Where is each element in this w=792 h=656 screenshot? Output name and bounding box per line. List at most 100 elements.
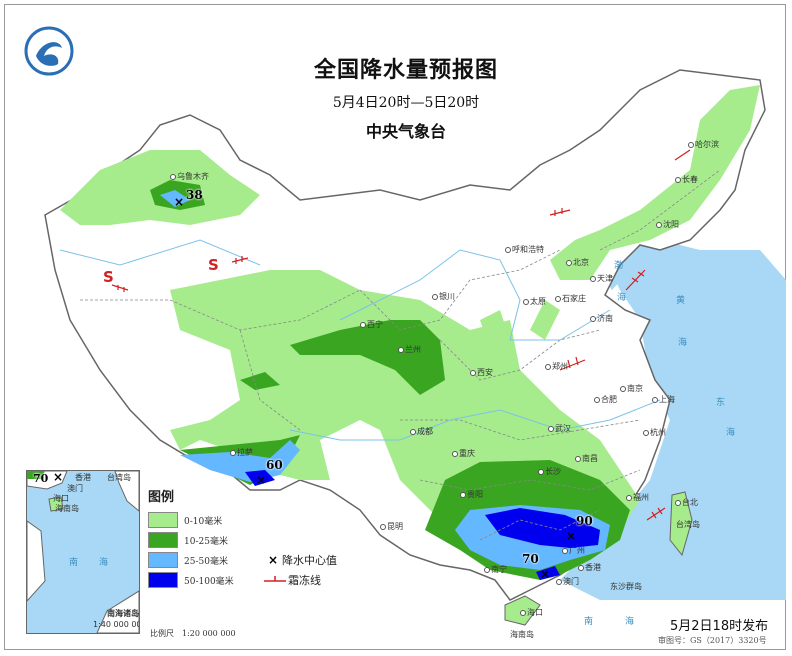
legend-row: 50-100毫米 霜冻线	[148, 570, 337, 590]
city-label: 上海	[652, 395, 675, 404]
place-taiwan: 台湾岛	[676, 520, 700, 529]
city-label: 贵阳	[460, 490, 483, 499]
sea-label: 海	[617, 293, 627, 303]
sea-label: 东	[716, 398, 726, 408]
city-dot-icon	[170, 173, 176, 180]
legend-swatch	[148, 552, 178, 568]
taiwan-outline	[669, 491, 693, 557]
city-label: 银川	[432, 292, 455, 301]
city-dot-icon	[626, 494, 632, 501]
city-dot-icon	[484, 566, 490, 573]
inset-sea-label: 南	[69, 558, 79, 568]
inset-title: 南海诸岛	[107, 609, 139, 618]
sea-label: 海	[625, 617, 635, 627]
inset-scale: 1:40 000 000	[93, 620, 139, 629]
inset-label: 澳门	[67, 484, 83, 493]
city-name: 呼和浩特	[512, 245, 544, 254]
precip-center-value: 70	[522, 552, 539, 566]
city-dot-icon	[566, 259, 572, 266]
legend-label: 霜冻线	[288, 574, 321, 587]
city-dot-icon	[656, 221, 662, 228]
city-name: 太原	[530, 297, 546, 306]
city-dot-icon	[410, 428, 416, 435]
rivers	[59, 239, 661, 441]
precip-center-marker: ×	[174, 195, 185, 209]
legend-swatch	[148, 572, 178, 588]
place-hainan: 海南岛	[510, 630, 534, 639]
city-name: 郑州	[552, 362, 568, 371]
city-label: 台北	[675, 498, 698, 507]
city-name: 南京	[627, 384, 643, 393]
city-label: 南昌	[575, 454, 598, 463]
legend-row: 25-50毫米 × 降水中心值	[148, 550, 337, 570]
map-scale: 比例尺 1:20 000 000	[150, 629, 236, 638]
precip-center-value: 60	[266, 458, 283, 472]
issuer: 中央气象台	[365, 122, 446, 141]
map-title: 全国降水量预报图	[313, 58, 498, 83]
city-dot-icon	[523, 298, 529, 305]
city-dot-icon	[398, 346, 404, 353]
city-label: 沈阳	[656, 220, 679, 229]
city-label: 昆明	[380, 522, 403, 531]
city-label: 兰州	[398, 345, 421, 354]
legend-label: 50-100毫米	[184, 576, 234, 587]
city-label: 长春	[675, 175, 698, 184]
precip-center-value: 38	[186, 188, 203, 202]
city-label: 济南	[590, 314, 613, 323]
city-dot-icon	[675, 499, 681, 506]
city-name: 石家庄	[562, 294, 586, 303]
legend-label: 降水中心值	[282, 554, 337, 567]
city-dot-icon	[578, 564, 584, 571]
city-name: 长春	[682, 175, 698, 184]
city-label: 福州	[626, 493, 649, 502]
city-label: 长沙	[538, 467, 561, 476]
city-dot-icon	[562, 547, 568, 554]
city-name: 武汉	[555, 424, 571, 433]
city-label: 南宁	[484, 565, 507, 574]
city-name: 济南	[597, 314, 613, 323]
inset-label: 海南岛	[55, 504, 79, 513]
city-name: 香港	[585, 563, 601, 572]
legend-title: 图例	[148, 490, 175, 505]
city-name: 西宁	[367, 320, 383, 329]
city-dot-icon	[675, 176, 681, 183]
city-name: 成都	[417, 427, 433, 436]
city-name: 澳门	[563, 577, 579, 586]
city-label: 北京	[566, 258, 589, 267]
issued-time: 5月2日18时发布	[670, 619, 769, 634]
city-dot-icon	[590, 275, 596, 282]
inset-precip-marker: ×	[53, 470, 64, 484]
city-label: 海口	[520, 608, 543, 617]
city-name: 杭州	[650, 428, 666, 437]
city-dot-icon	[594, 396, 600, 403]
place-dongsha: 东沙群岛	[610, 582, 642, 591]
province-borders	[80, 169, 721, 541]
south-china-sea-inset: 70 × 香港 台湾岛 澳门 海口 海南岛 南 海 南海诸岛 1:40 000 …	[26, 470, 140, 634]
city-dot-icon	[520, 609, 526, 616]
city-dot-icon	[538, 468, 544, 475]
city-dot-icon	[590, 315, 596, 322]
inset-label: 台湾岛	[107, 473, 131, 482]
city-label: 西宁	[360, 320, 383, 329]
precip-center-value: 90	[576, 514, 593, 528]
sea-label: 渤	[614, 261, 624, 271]
city-dot-icon	[548, 425, 554, 432]
sea-label: 黄	[676, 296, 686, 306]
city-label: 南京	[620, 384, 643, 393]
city-name: 合肥	[601, 395, 617, 404]
city-dot-icon	[688, 141, 694, 148]
city-dot-icon	[505, 246, 511, 253]
city-name: 兰州	[405, 345, 421, 354]
legend-row: 10-25毫米	[148, 530, 337, 550]
city-label: 郑州	[545, 362, 568, 371]
city-name: 广州	[569, 546, 585, 555]
inset-sea-label: 海	[99, 558, 109, 568]
sea-area	[560, 235, 786, 600]
city-name: 拉萨	[237, 448, 253, 457]
review-number: 审图号：GS（2017）3320号	[658, 636, 767, 645]
inset-label: 海口	[53, 494, 69, 503]
sea-label: 南	[584, 617, 594, 627]
city-name: 银川	[439, 292, 455, 301]
legend-swatch	[148, 532, 178, 548]
legend-label: 25-50毫米	[184, 556, 228, 567]
